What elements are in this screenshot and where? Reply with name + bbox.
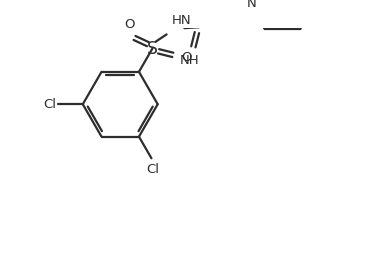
Text: O: O	[181, 51, 191, 64]
Text: S: S	[147, 40, 158, 58]
Text: Cl: Cl	[43, 98, 56, 111]
Text: HN: HN	[172, 14, 192, 27]
Text: Cl: Cl	[146, 163, 159, 176]
Text: O: O	[124, 18, 134, 31]
Text: N: N	[246, 0, 256, 10]
Text: NH: NH	[180, 54, 200, 67]
